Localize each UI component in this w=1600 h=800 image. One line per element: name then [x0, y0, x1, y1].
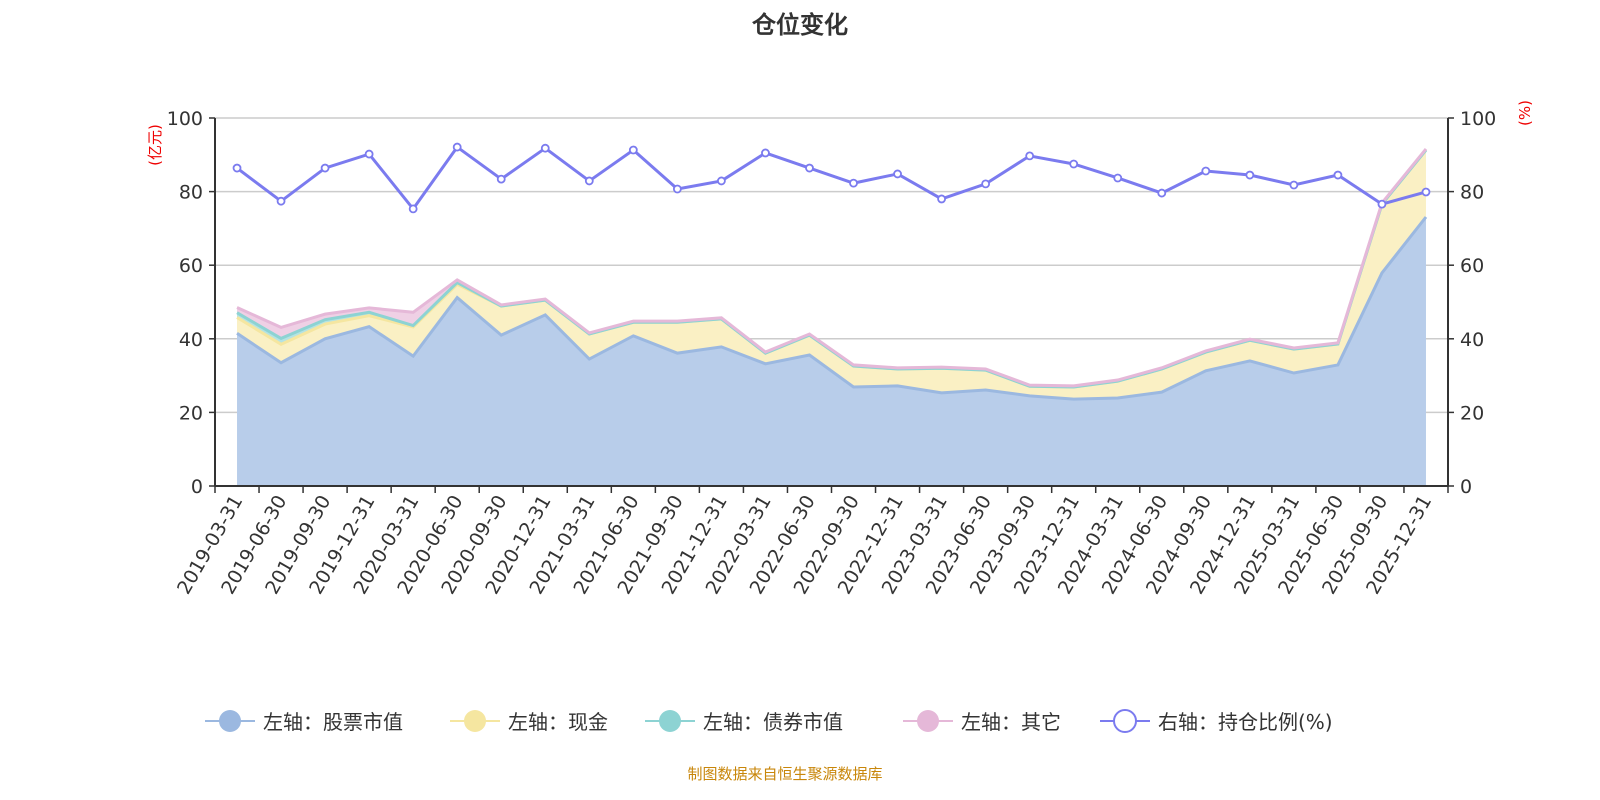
holding-ratio-point	[628, 145, 638, 155]
legend-label: 左轴：股票市值	[263, 710, 403, 734]
holding-ratio-point	[1245, 170, 1255, 180]
holding-ratio-point	[452, 142, 462, 152]
area-左轴：股票市值	[237, 216, 1426, 486]
holding-ratio-line	[236, 144, 1427, 212]
holding-ratio-point	[893, 169, 902, 179]
holding-ratio-point	[408, 204, 418, 214]
holding-ratio-point	[232, 163, 242, 173]
series-line-左轴：股票市值	[236, 216, 1428, 401]
holding-ratio-point	[849, 178, 858, 188]
legend-item[interactable]: 右轴：持仓比例(%)	[1100, 709, 1333, 734]
legend-marker	[1113, 709, 1137, 733]
holding-ratio-point	[1025, 151, 1035, 161]
holding-ratio-point	[1201, 166, 1211, 176]
right-tick-label: 60	[1460, 255, 1484, 277]
legend-marker	[464, 710, 486, 732]
holding-ratio-point	[805, 163, 814, 173]
right-tick-label: 40	[1460, 329, 1484, 351]
holding-ratio-point	[1377, 199, 1387, 209]
holding-ratio-point	[937, 194, 946, 204]
holding-ratio-point	[1289, 180, 1299, 190]
legend-item[interactable]: 左轴：股票市值	[205, 710, 403, 734]
left-axis-name: (亿元)	[146, 124, 164, 166]
holding-ratio-point	[276, 196, 286, 206]
legend-label: 右轴：持仓比例(%)	[1158, 710, 1333, 734]
legend-item[interactable]: 左轴：其它	[903, 710, 1061, 734]
left-tick-label: 40	[179, 329, 203, 351]
legend-marker	[659, 710, 681, 732]
right-tick-label: 20	[1460, 402, 1484, 424]
holding-ratio-point	[496, 174, 506, 184]
holding-ratio-point	[761, 148, 770, 158]
holding-ratio-point	[320, 163, 330, 173]
holding-ratio-point	[1069, 159, 1079, 169]
right-axis-name: (%)	[1516, 100, 1534, 126]
left-tick-label: 60	[179, 255, 203, 277]
holding-ratio-point	[1333, 170, 1343, 180]
legend-label: 左轴：其它	[961, 710, 1061, 734]
series-line-左轴：其它	[236, 147, 1428, 388]
left-tick-label: 20	[179, 402, 203, 424]
right-tick-label: 0	[1460, 476, 1472, 498]
holding-ratio-point	[672, 184, 682, 194]
chart-title: 仓位变化	[751, 11, 848, 39]
footer-source: 制图数据来自恒生聚源数据库	[687, 765, 882, 783]
holding-ratio-point	[1421, 187, 1431, 197]
legend-item[interactable]: 左轴：现金	[450, 710, 608, 734]
holding-ratio-point	[584, 176, 594, 186]
holding-ratio-point	[981, 179, 991, 189]
left-tick-label: 100	[167, 108, 203, 130]
holding-ratio-point	[1157, 188, 1167, 198]
holding-ratio-point	[1113, 173, 1123, 183]
holding-ratio-point	[540, 143, 550, 153]
legend-item[interactable]: 左轴：债券市值	[645, 710, 843, 734]
legend-marker	[917, 710, 939, 732]
right-tick-label: 80	[1460, 182, 1484, 204]
holding-ratio-point	[717, 176, 726, 186]
legend-label: 左轴：债券市值	[703, 710, 843, 734]
right-tick-label: 100	[1460, 108, 1496, 130]
left-tick-label: 80	[179, 182, 203, 204]
legend-marker	[219, 710, 241, 732]
left-tick-label: 0	[191, 476, 203, 498]
legend-label: 左轴：现金	[508, 710, 608, 734]
holding-ratio-point	[364, 149, 374, 159]
